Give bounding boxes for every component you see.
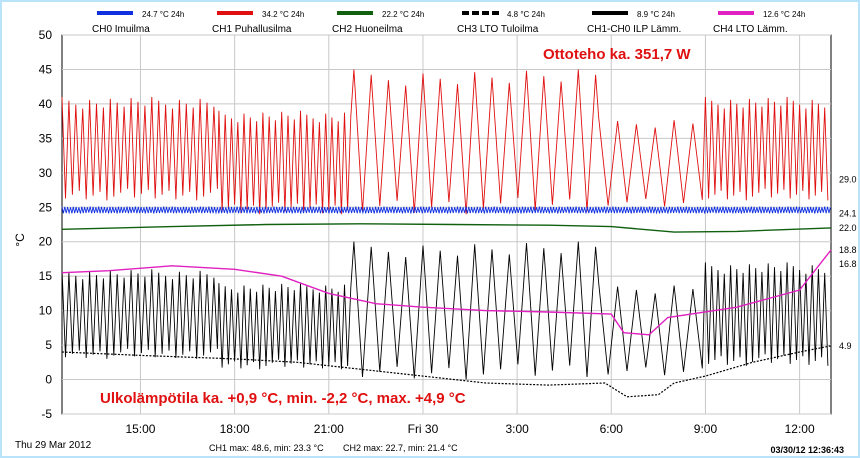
- legend-name: CH1 Puhallusilma: [212, 24, 292, 35]
- footer-ch2-stats: CH2 max: 22.7, min: 21.4 °C: [343, 443, 458, 453]
- x-tick-label: 3:00: [505, 422, 529, 436]
- legend-name: CH3 LTO Tuloilma: [457, 24, 539, 35]
- end-value-labels: 29.0 24.1 22.0 18.8 16.8 4.9: [839, 175, 857, 351]
- y-tick-label: 20: [39, 235, 53, 249]
- footer-timestamp: 03/30/12 12:36:43: [770, 445, 844, 455]
- y-tick-label: 25: [39, 200, 53, 214]
- legend-name: CH4 LTO Lämm.: [713, 24, 788, 35]
- x-tick-label: Fri 30: [408, 422, 439, 436]
- gridlines: [62, 34, 831, 415]
- end-value-label: 18.8: [839, 245, 857, 255]
- legend-swatch: [337, 11, 373, 15]
- legend-value: 4.8 °C 24h: [507, 10, 545, 19]
- legend-swatch: [97, 11, 133, 15]
- legend-swatch: [472, 11, 479, 15]
- legend-value: 22.2 °C 24h: [382, 10, 424, 19]
- legend-value: 12.6 °C 24h: [763, 10, 805, 19]
- series-ch1-ch0-ilp-l-mm: [61, 241, 829, 380]
- legend-swatch: [462, 11, 469, 15]
- y-tick-label: 30: [39, 166, 53, 180]
- outdoor-temp-annotation: Ulkolämpötila ka. +0,9 °C, min. -2,2 °C,…: [100, 390, 466, 407]
- legend-value: 34.2 °C 24h: [262, 10, 304, 19]
- legend-value: 8.9 °C 24h: [637, 10, 675, 19]
- legend-swatch: [217, 11, 253, 15]
- x-tick-label: 12:00: [785, 422, 815, 436]
- end-value-label: 16.8: [839, 259, 857, 269]
- y-tick-label: 35: [39, 131, 53, 145]
- x-tick-label: 21:00: [314, 422, 344, 436]
- series-ch4-lto-l-mm: [61, 249, 832, 336]
- y-tick-label: 40: [39, 97, 53, 111]
- x-tick-label: 9:00: [694, 422, 718, 436]
- legend-name: CH0 Imuilma: [92, 24, 150, 35]
- end-value-label: 24.1: [839, 208, 857, 218]
- legend-swatch: [492, 11, 499, 15]
- series-ch3-lto-tuloilma: [61, 345, 832, 398]
- series-ch1-puhallusilma: [61, 69, 829, 215]
- y-tick-label: 50: [39, 28, 53, 42]
- y-axis-label: °C: [13, 233, 27, 247]
- y-tick-label: 0: [45, 373, 52, 387]
- series-lines: [61, 69, 832, 398]
- y-axis-ticks: -5 0 5 10 15 20 25 30 35 40 45 50: [39, 28, 53, 421]
- power-annotation: Ottoteho ka. 351,7 W: [543, 46, 691, 63]
- legend-name: CH2 Huoneilma: [332, 24, 403, 35]
- legend-swatch: [482, 11, 489, 15]
- y-tick-label: 45: [39, 62, 53, 76]
- legend-value: 24.7 °C 24h: [142, 10, 184, 19]
- legend-swatch: [718, 11, 754, 15]
- series-ch2-huoneilma: [61, 223, 832, 233]
- y-tick-label: 15: [39, 269, 53, 283]
- x-tick-label: 15:00: [125, 422, 155, 436]
- x-axis-ticks: 15:00 18:00 21:00 Fri 30 3:00 6:00 9:00 12:00: [125, 422, 814, 436]
- y-tick-label: -5: [41, 407, 52, 421]
- legend-swatch: [592, 11, 628, 15]
- footer-date: Thu 29 Mar 2012: [15, 440, 92, 451]
- y-tick-label: 5: [45, 338, 52, 352]
- legend: 24.7 °C 24h CH0 Imuilma 34.2 °C 24h CH1 Puh…: [92, 10, 805, 35]
- x-tick-label: 6:00: [600, 422, 624, 436]
- series-ch0-imuilma: [61, 206, 831, 215]
- end-value-label: 4.9: [839, 341, 852, 351]
- x-tick-label: 18:00: [220, 422, 250, 436]
- end-value-label: 29.0: [839, 175, 857, 185]
- footer-ch1-stats: CH1 max: 48.6, min: 23.3 °C: [209, 443, 324, 453]
- y-tick-label: 10: [39, 304, 53, 318]
- end-value-label: 22.0: [839, 223, 857, 233]
- legend-name: CH1-CH0 ILP Lämm.: [587, 24, 681, 35]
